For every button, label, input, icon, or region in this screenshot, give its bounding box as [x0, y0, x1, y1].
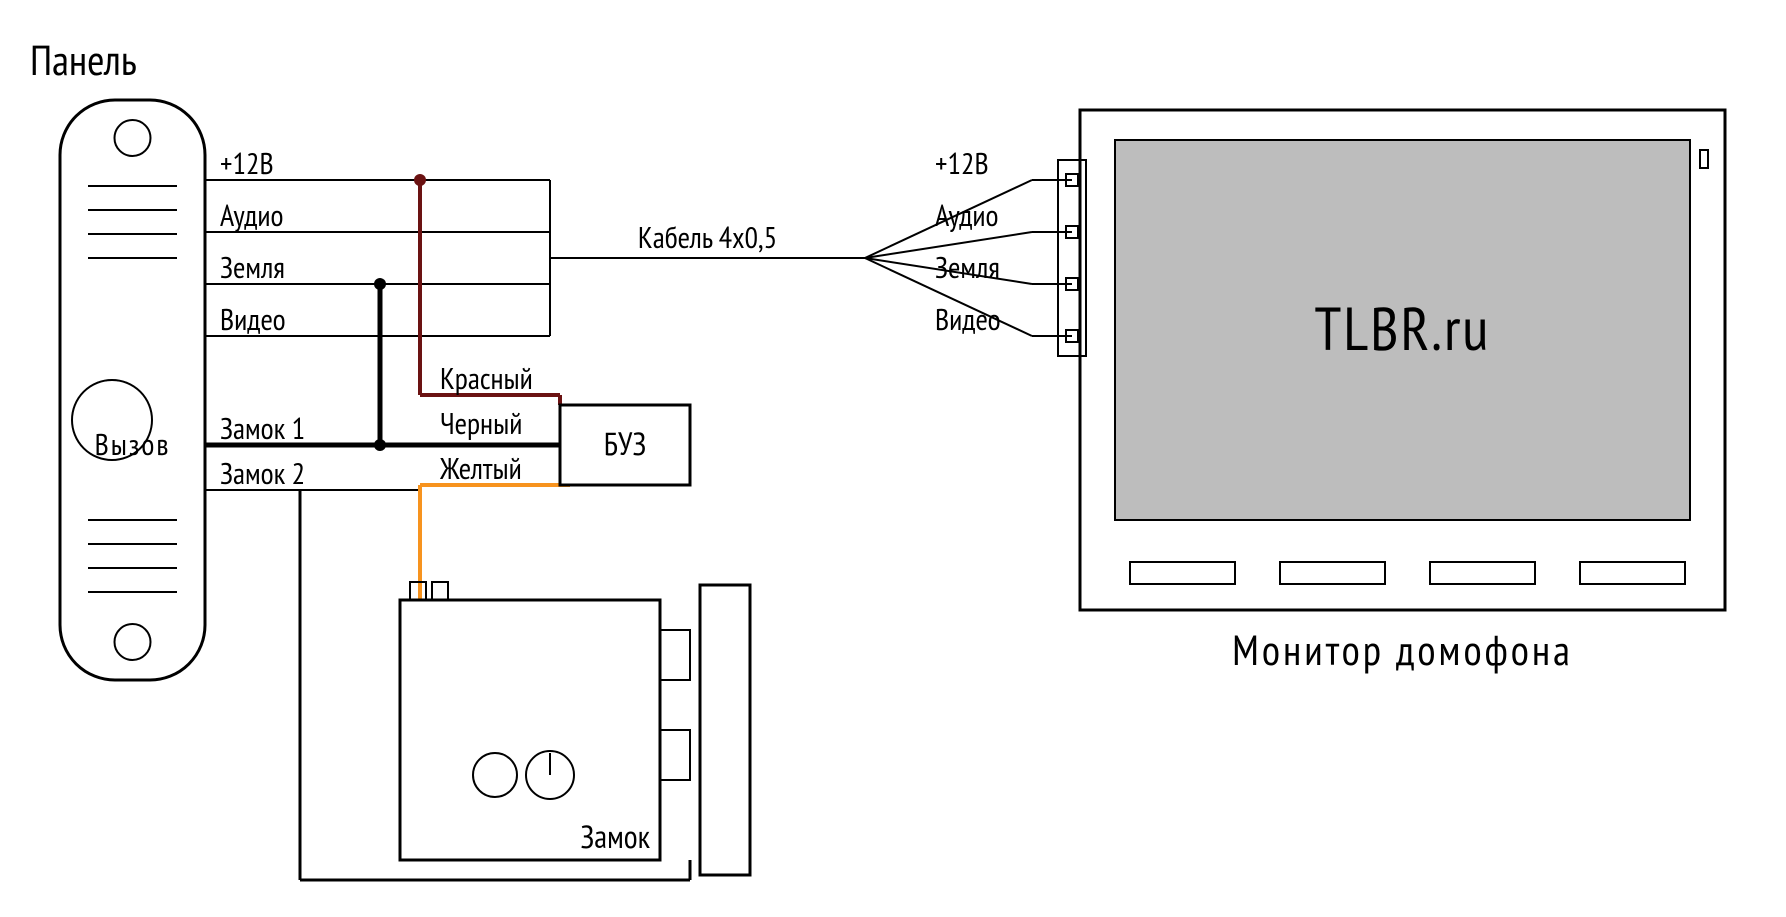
monitor-signal-0: +12В	[935, 144, 989, 183]
monitor-signal-2: Земля	[935, 248, 1000, 287]
monitor-signal-3: Видео	[935, 300, 1001, 339]
monitor-title: Монитор домофона	[1232, 622, 1573, 677]
cable-label: Кабель 4х0,5	[638, 218, 777, 257]
panel-signal-1: Аудио	[220, 196, 284, 235]
lock-signal-0: Замок 1	[220, 409, 305, 448]
lock-title: Замок	[580, 815, 650, 857]
wire-red-label: Красный	[440, 359, 533, 398]
buz-label: БУЗ	[604, 422, 646, 464]
wire-yellow-label: Желтый	[439, 449, 522, 488]
panel-title: Панель	[30, 32, 137, 87]
panel-signal-0: +12В	[220, 144, 274, 183]
call-label: Вызов	[95, 425, 171, 464]
wire-black-label: Черный	[440, 404, 522, 443]
lock-signal-1: Замок 2	[220, 454, 305, 493]
panel-signal-3: Видео	[220, 300, 286, 339]
screen-watermark: TLBR.ru	[1315, 289, 1491, 367]
monitor-signal-1: Аудио	[935, 196, 999, 235]
panel-signal-2: Земля	[220, 248, 285, 287]
